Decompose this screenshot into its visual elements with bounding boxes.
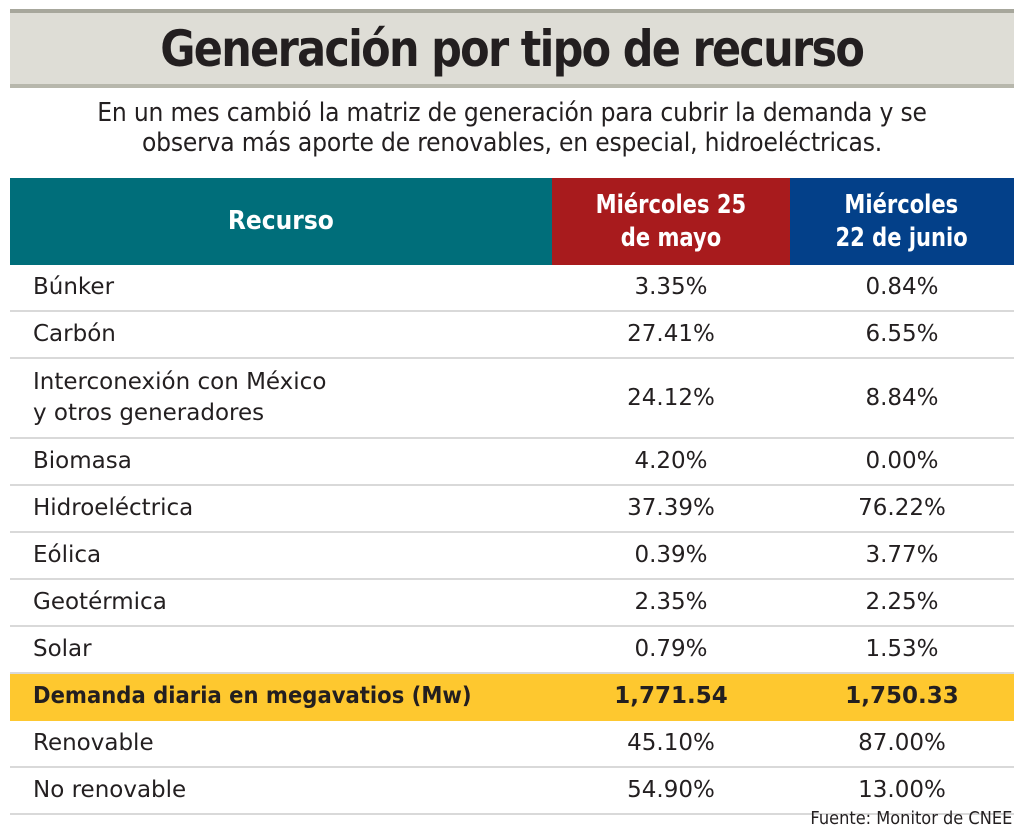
table-row-geotermica: Geotérmica 2.35% 2.25% <box>10 579 1014 627</box>
value-junio: 76.22% <box>790 485 1014 533</box>
value-junio: 2.25% <box>790 579 1014 627</box>
value-mayo: 3.35% <box>552 265 790 312</box>
resource-name: Solar <box>10 626 552 674</box>
table-row-no-renovable: No renovable 54.90% 13.00% <box>10 767 1014 815</box>
header-junio-line-2: 22 de junio <box>835 222 969 253</box>
value-mayo: 24.12% <box>552 358 790 439</box>
value-junio: 3.77% <box>790 532 1014 580</box>
value-mayo: 4.20% <box>552 438 790 486</box>
value-mayo: 54.90% <box>552 767 790 815</box>
resource-name: Hidroeléctrica <box>10 485 552 533</box>
value-mayo: 45.10% <box>552 720 790 768</box>
header-25-mayo: Miércoles 25 de mayo <box>552 178 790 265</box>
resource-name: Eólica <box>10 532 552 580</box>
page-title: Generación por tipo de recurso <box>160 19 865 78</box>
table-row-renovable: Renovable 45.10% 87.00% <box>10 720 1014 768</box>
title-bar: Generación por tipo de recurso <box>10 9 1014 88</box>
resource-name: Renovable <box>10 720 552 768</box>
value-junio: 13.00% <box>790 767 1014 815</box>
resource-name: Geotérmica <box>10 579 552 627</box>
table-row-eolica: Eólica 0.39% 3.77% <box>10 532 1014 580</box>
header-mayo-line-1: Miércoles 25 <box>595 189 747 220</box>
table-row-hidroelectrica: Hidroeléctrica 37.39% 76.22% <box>10 485 1014 533</box>
resource-name-line-1: Interconexión con México <box>33 369 327 395</box>
table-row-demanda: Demanda diaria en megavatios (Mw) 1,771.… <box>10 673 1014 721</box>
value-mayo: 37.39% <box>552 485 790 533</box>
value-mayo: 1,771.54 <box>552 673 790 721</box>
header-mayo-line-2: de mayo <box>620 222 722 253</box>
value-junio: 0.84% <box>790 265 1014 312</box>
resource-name: Biomasa <box>10 438 552 486</box>
value-mayo: 2.35% <box>552 579 790 627</box>
resource-name-line-2: y otros generadores <box>33 400 265 426</box>
header-recurso: Recurso <box>10 178 552 265</box>
table-row-bunker: Búnker 3.35% 0.84% <box>10 265 1014 312</box>
resource-name: Carbón <box>10 311 552 359</box>
subtitle: En un mes cambió la matriz de generación… <box>0 98 1024 158</box>
value-mayo: 27.41% <box>552 311 790 359</box>
table-row-biomasa: Biomasa 4.20% 0.00% <box>10 438 1014 486</box>
table-row-solar: Solar 0.79% 1.53% <box>10 626 1014 674</box>
subtitle-line-1: En un mes cambió la matriz de generación… <box>97 98 927 128</box>
header-22-junio: Miércoles 22 de junio <box>790 178 1014 265</box>
value-junio: 1.53% <box>790 626 1014 674</box>
table-row-carbon: Carbón 27.41% 6.55% <box>10 311 1014 359</box>
resource-name: Demanda diaria en megavatios (Mw) <box>10 673 552 721</box>
value-junio: 87.00% <box>790 720 1014 768</box>
resource-name: No renovable <box>10 767 552 815</box>
value-junio: 0.00% <box>790 438 1014 486</box>
value-mayo: 0.39% <box>552 532 790 580</box>
resource-name: Búnker <box>10 265 552 312</box>
value-mayo: 0.79% <box>552 626 790 674</box>
table-header-row: Recurso Miércoles 25 de mayo Miércoles 22 … <box>10 178 1014 265</box>
source-credit: Fuente: Monitor de CNEE <box>810 808 1012 829</box>
value-junio: 8.84% <box>790 358 1014 439</box>
value-junio: 1,750.33 <box>790 673 1014 721</box>
resource-name: Interconexión con México y otros generado… <box>10 358 552 439</box>
subtitle-line-2: observa más aporte de renovables, en esp… <box>141 128 883 158</box>
table-row-interconexion: Interconexión con México y otros generado… <box>10 358 1014 439</box>
value-junio: 6.55% <box>790 311 1014 359</box>
header-junio-line-1: Miércoles <box>845 189 959 220</box>
generation-table: Recurso Miércoles 25 de mayo Miércoles 22 … <box>10 178 1014 815</box>
